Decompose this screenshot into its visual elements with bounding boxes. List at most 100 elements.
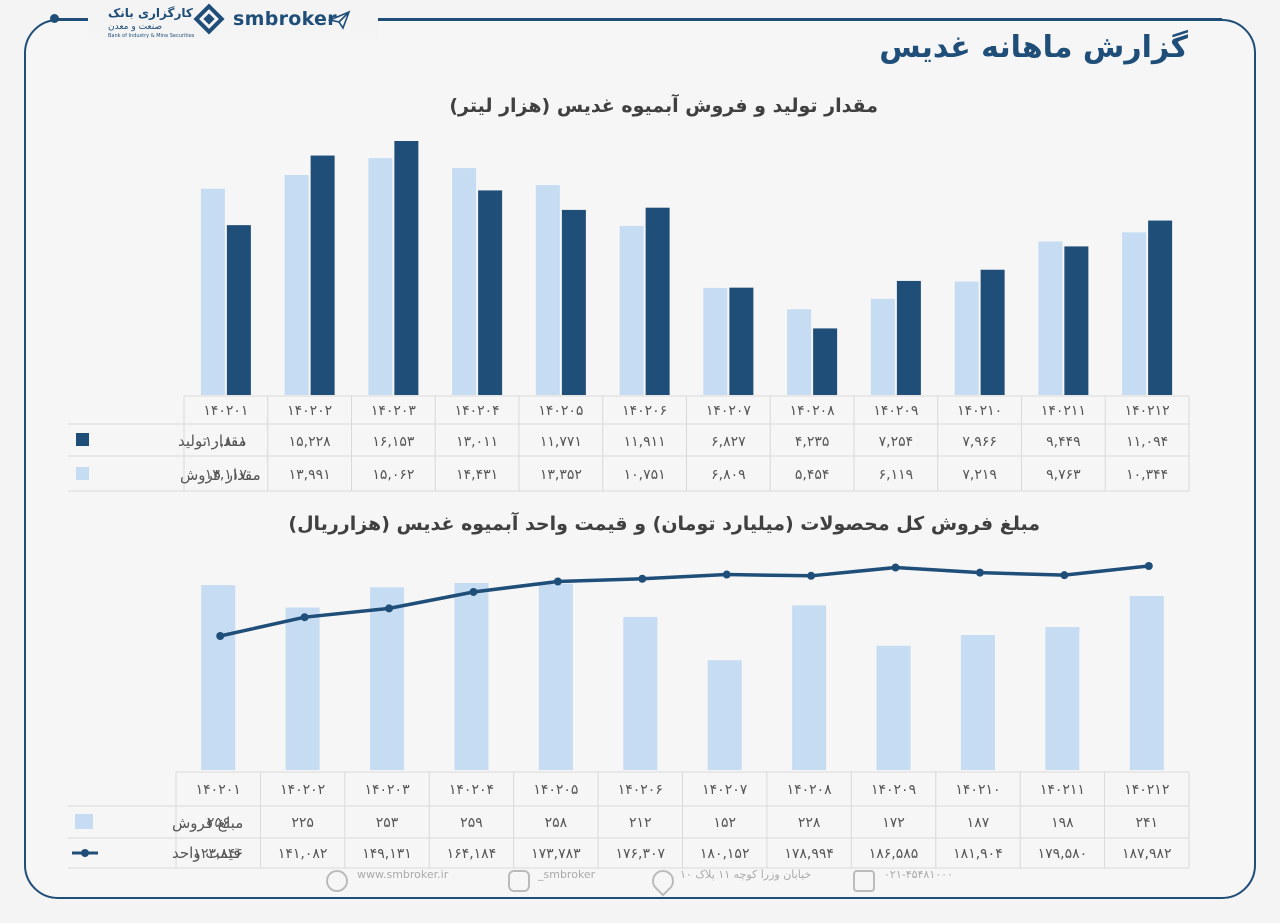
table1-production-value: ۱۱,۷۷۱ <box>540 434 582 450</box>
table1-category-label: ۱۴۰۲۰۴ <box>455 403 500 419</box>
table1-production-value: ۹,۴۴۹ <box>1046 434 1081 450</box>
footer-instagram: smbroker_ <box>538 868 596 881</box>
phone-icon <box>853 870 875 892</box>
production-bar <box>561 209 586 395</box>
sales-qty-bar <box>619 225 644 395</box>
table2-price-value: ۱۴۹,۱۳۱ <box>362 846 412 862</box>
production-bar <box>310 155 335 395</box>
legend-sales-swatch <box>76 467 89 480</box>
table1-sales-value: ۷,۲۱۹ <box>962 467 997 483</box>
production-bar <box>394 141 419 395</box>
production-bar <box>896 280 921 395</box>
table1-sales-value: ۶,۱۱۹ <box>879 467 914 483</box>
table2-category-label: ۱۴۰۲۰۴ <box>449 782 494 798</box>
unit-price-point <box>638 574 647 583</box>
table2-price-value: ۱۷۸,۹۹۴ <box>784 846 834 862</box>
table1-category-label: ۱۴۰۲۱۲ <box>1125 403 1170 419</box>
sales-qty-bar <box>452 168 477 395</box>
table2-price-value: ۱۷۶,۳۰۷ <box>616 846 666 862</box>
footer-phone: ۰۲۱-۴۵۴۸۱۰۰۰ <box>884 868 953 881</box>
table1-sales-value: ۱۰,۷۵۱ <box>624 467 666 483</box>
topbar-line-left <box>55 18 95 20</box>
unit-price-point <box>385 604 394 613</box>
legend-sales-label: مقدار فروش <box>180 466 261 484</box>
table1-sales-value: ۵,۴۵۴ <box>795 467 830 483</box>
table1-category-label: ۱۴۰۲۰۳ <box>371 403 417 419</box>
table2-price-value: ۱۸۰,۱۵۲ <box>700 846 750 862</box>
table2-amount-value: ۲۲۵ <box>291 815 314 831</box>
sales-amount-bar <box>792 605 827 770</box>
unit-price-point <box>469 587 478 596</box>
table1-category-label: ۱۴۰۲۰۲ <box>287 403 332 419</box>
legend-production-label: مقدار تولید <box>178 432 247 450</box>
unit-price-point <box>975 568 984 577</box>
unit-price-line <box>219 564 1149 638</box>
page-title: گزارش ماهانه غدیس <box>879 30 1188 65</box>
table1-production-value: ۱۶,۱۵۳ <box>372 434 415 450</box>
table2-amount-value: ۲۵۸ <box>545 815 568 831</box>
unit-price-point <box>1144 562 1153 570</box>
table2-price-value: ۱۴۱,۰۸۲ <box>278 846 328 862</box>
table1-production-value: ۱۳,۰۱۱ <box>456 434 498 450</box>
table2-amount-value: ۲۱۲ <box>629 815 652 831</box>
sales-qty-bar <box>703 287 728 395</box>
table1-production-value: ۷,۲۵۴ <box>879 434 914 450</box>
footer-website: www.smbroker.ir <box>357 868 449 881</box>
legend-amount-swatch <box>75 814 93 829</box>
table2-price-value: ۱۷۳,۷۸۳ <box>531 846 581 862</box>
production-bar <box>1064 246 1089 395</box>
sales-qty-bar <box>200 188 225 395</box>
sales-qty-bar <box>1122 232 1147 395</box>
table1-production-value: ۷,۹۶۶ <box>962 434 997 450</box>
table2-amount-value: ۱۹۸ <box>1051 815 1074 831</box>
table2-price-value: ۱۶۴,۱۸۴ <box>447 846 497 862</box>
unit-price-point <box>807 571 816 580</box>
sales-amount-bar <box>370 587 405 770</box>
sales-qty-bar <box>368 158 393 395</box>
table1-production-value: ۱۰,۸۰۱ <box>205 434 247 450</box>
table2-category-label: ۱۴۰۲۰۶ <box>618 782 663 798</box>
sales-amount-bar <box>285 607 320 770</box>
brand-name: smbroker <box>233 8 337 30</box>
unit-price-point <box>891 563 900 572</box>
sales-amount-bar <box>1045 627 1080 770</box>
sales-amount-bar <box>623 616 658 770</box>
table1-category-label: ۱۴۰۲۱۱ <box>1041 403 1086 419</box>
production-bar <box>226 225 251 395</box>
unit-price-point <box>553 577 562 586</box>
table1-production-value: ۱۱,۰۹۴ <box>1126 434 1168 450</box>
table2-amount-value: ۲۵۳ <box>376 815 399 831</box>
table2-category-label: ۱۴۰۲۱۱ <box>1040 782 1085 798</box>
sales-qty-bar <box>535 185 560 395</box>
table1-sales-value: ۱۳,۳۵۲ <box>540 467 582 483</box>
footer-address: خیابان وزرا کوچه ۱۱ پلاک ۱۰ <box>680 868 812 881</box>
paper-plane-icon <box>328 10 351 30</box>
legend-amount-label: مبلغ فروش <box>172 814 243 832</box>
production-bar <box>478 190 503 395</box>
table1-production-value: ۱۵,۲۲۸ <box>289 434 332 450</box>
sales-qty-bar <box>787 309 812 395</box>
topbar-line-right <box>362 18 1222 20</box>
chart1-title: مقدار تولید و فروش آبمیوه غدیس (هزار لیت… <box>449 95 878 117</box>
table2-category-label: ۱۴۰۲۰۹ <box>871 782 916 798</box>
globe-icon <box>326 870 348 892</box>
table2-price-value: ۱۲۳,۸۴۶ <box>193 846 243 862</box>
table2-amount-value: ۲۵۶ <box>207 815 230 831</box>
logo-area <box>88 3 378 39</box>
table2-price-value: ۱۸۷,۹۸۲ <box>1122 846 1172 862</box>
table1-sales-value: ۱۴,۴۳۱ <box>456 467 498 483</box>
table2-price-value: ۱۷۹,۵۸۰ <box>1038 846 1088 862</box>
table1-category-label: ۱۴۰۲۰۷ <box>706 403 752 419</box>
table1-sales-value: ۱۳,۹۹۱ <box>289 467 331 483</box>
table2-category-label: ۱۴۰۲۰۷ <box>702 782 748 798</box>
bank-subtitle: صنعت و معدن <box>108 22 163 32</box>
table1-category-label: ۱۴۰۲۰۸ <box>790 403 836 419</box>
unit-price-point <box>1060 571 1069 580</box>
bank-name: کارگزاری بانک <box>108 6 193 20</box>
table2-amount-value: ۱۸۷ <box>967 815 990 831</box>
sales-amount-bar <box>201 585 236 770</box>
sales-amount-bar <box>707 660 742 770</box>
production-bar <box>1148 220 1173 395</box>
bank-english-name: Bank of Industry & Mine Securities <box>108 33 195 39</box>
legend-price-marker <box>81 849 89 857</box>
